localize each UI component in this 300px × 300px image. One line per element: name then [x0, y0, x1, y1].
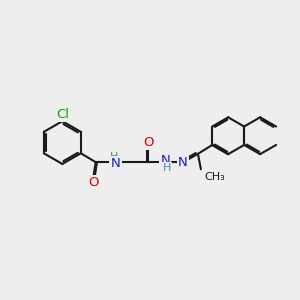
Text: H: H: [110, 152, 118, 162]
Text: N: N: [178, 156, 188, 169]
Text: O: O: [88, 176, 99, 189]
Text: Cl: Cl: [56, 108, 69, 121]
Text: O: O: [143, 136, 154, 149]
Text: N: N: [160, 154, 170, 167]
Text: H: H: [163, 163, 171, 172]
Text: CH₃: CH₃: [205, 172, 225, 182]
Text: N: N: [111, 157, 121, 170]
